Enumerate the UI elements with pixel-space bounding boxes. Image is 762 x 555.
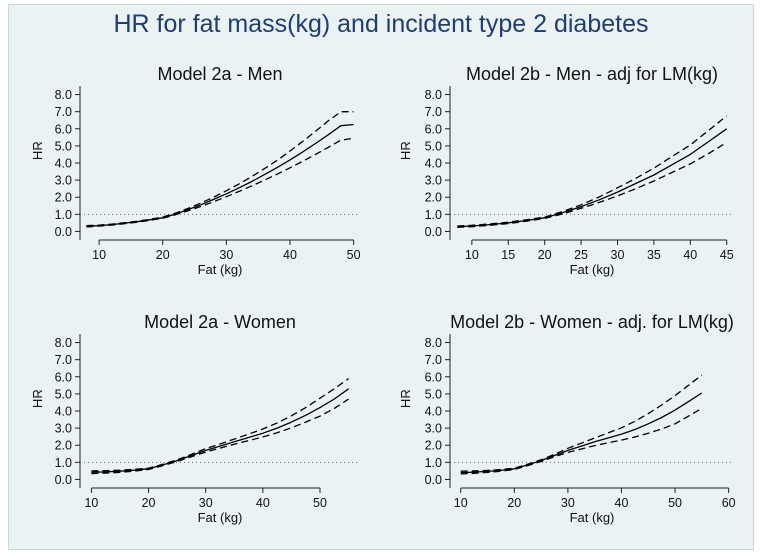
hr-line bbox=[91, 388, 349, 473]
hr-line bbox=[86, 123, 354, 227]
x-tick-label: 40 bbox=[615, 496, 629, 510]
y-axis-label: HR bbox=[30, 389, 45, 408]
x-tick-label: 50 bbox=[347, 248, 361, 262]
chart-title: Model 2a - Men bbox=[157, 64, 282, 84]
y-tick-label: 8.0 bbox=[425, 88, 442, 102]
x-tick-label: 10 bbox=[454, 496, 468, 510]
x-tick-label: 40 bbox=[283, 248, 297, 262]
x-tick-label: 20 bbox=[142, 496, 156, 510]
y-tick-label: 7.0 bbox=[425, 353, 442, 367]
ci-lower-line bbox=[91, 398, 349, 475]
y-tick-label: 4.0 bbox=[425, 157, 442, 171]
y-tick-label: 4.0 bbox=[55, 157, 72, 171]
y-tick-label: 0.0 bbox=[55, 473, 72, 487]
y-tick-label: 4.0 bbox=[55, 405, 72, 419]
ci-upper-line bbox=[86, 111, 354, 227]
x-tick-label: 40 bbox=[683, 248, 697, 262]
y-tick-label: 0.0 bbox=[55, 225, 72, 239]
chart-model-2b-men: Model 2b - Men - adj for LM(kg) 0.0 1.0 2.0… bbox=[398, 64, 734, 277]
x-tick-label: 10 bbox=[465, 248, 479, 262]
y-tick-label: 0.0 bbox=[425, 473, 442, 487]
x-tick-label: 15 bbox=[501, 248, 515, 262]
y-tick-label: 2.0 bbox=[55, 439, 72, 453]
y-axis-label: HR bbox=[398, 141, 413, 160]
chart-title: Model 2b - Women - adj. for LM(kg) bbox=[450, 312, 734, 332]
x-tick-label: 45 bbox=[720, 248, 734, 262]
ci-upper-line bbox=[460, 374, 703, 472]
y-tick-label: 8.0 bbox=[425, 336, 442, 350]
hr-line bbox=[460, 392, 703, 474]
figure-title: HR for fat mass(kg) and incident type 2 … bbox=[113, 10, 649, 38]
x-tick-label: 30 bbox=[199, 496, 213, 510]
chart-title: Model 2a - Women bbox=[144, 312, 296, 332]
hr-line bbox=[457, 128, 728, 228]
x-tick-label: 20 bbox=[538, 248, 552, 262]
x-tick-label: 30 bbox=[219, 248, 233, 262]
y-tick-label: 1.0 bbox=[425, 208, 442, 222]
x-axis-label: Fat (kg) bbox=[198, 262, 243, 277]
x-tick-label: 30 bbox=[561, 496, 575, 510]
y-tick-label: 3.0 bbox=[55, 422, 72, 436]
chart-model-2a-men: Model 2a - Men 0.0 1.0 2.0 3.0 4.0 5.0 6.0 7.0 8.… bbox=[30, 64, 361, 277]
x-axis-label: Fat (kg) bbox=[198, 510, 243, 525]
x-tick-label: 20 bbox=[156, 248, 170, 262]
x-axis-label: Fat (kg) bbox=[570, 262, 615, 277]
y-tick-label: 6.0 bbox=[425, 122, 442, 136]
x-tick-label: 50 bbox=[313, 496, 327, 510]
x-tick-label: 40 bbox=[256, 496, 270, 510]
ci-lower-line bbox=[460, 407, 703, 475]
y-tick-label: 8.0 bbox=[55, 336, 72, 350]
y-tick-label: 5.0 bbox=[55, 139, 72, 153]
y-tick-label: 6.0 bbox=[55, 370, 72, 384]
y-tick-label: 3.0 bbox=[55, 174, 72, 188]
y-tick-label: 7.0 bbox=[55, 105, 72, 119]
y-tick-label: 5.0 bbox=[425, 139, 442, 153]
chart-model-2b-women: Model 2b - Women - adj. for LM(kg) 0.0 1.0… bbox=[398, 312, 736, 525]
y-tick-label: 1.0 bbox=[55, 208, 72, 222]
y-tick-label: 3.0 bbox=[425, 174, 442, 188]
x-tick-label: 35 bbox=[647, 248, 661, 262]
y-tick-label: 0.0 bbox=[425, 225, 442, 239]
ci-lower-line bbox=[457, 141, 728, 228]
y-axis-label: HR bbox=[30, 141, 45, 160]
y-tick-label: 5.0 bbox=[55, 387, 72, 401]
x-tick-label: 50 bbox=[668, 496, 682, 510]
x-tick-label: 10 bbox=[84, 496, 98, 510]
y-tick-label: 7.0 bbox=[425, 105, 442, 119]
y-tick-label: 7.0 bbox=[55, 353, 72, 367]
x-tick-label: 10 bbox=[92, 248, 106, 262]
ci-upper-line bbox=[457, 115, 728, 227]
y-tick-label: 1.0 bbox=[55, 456, 72, 470]
ci-upper-line bbox=[91, 377, 349, 472]
chart-model-2a-women: Model 2a - Women 0.0 1.0 2.0 3.0 4.0 5.0 6.0 7.0… bbox=[30, 312, 360, 525]
x-tick-label: 20 bbox=[507, 496, 521, 510]
y-tick-label: 6.0 bbox=[55, 122, 72, 136]
y-tick-label: 8.0 bbox=[55, 88, 72, 102]
y-tick-label: 2.0 bbox=[55, 191, 72, 205]
chart-title: Model 2b - Men - adj for LM(kg) bbox=[466, 64, 718, 84]
y-tick-label: 1.0 bbox=[425, 456, 442, 470]
ci-lower-line bbox=[86, 137, 354, 228]
x-tick-label: 60 bbox=[722, 496, 736, 510]
y-tick-label: 3.0 bbox=[425, 422, 442, 436]
y-tick-label: 5.0 bbox=[425, 387, 442, 401]
x-tick-label: 25 bbox=[574, 248, 588, 262]
y-tick-label: 4.0 bbox=[425, 405, 442, 419]
x-axis-label: Fat (kg) bbox=[570, 510, 615, 525]
y-tick-label: 2.0 bbox=[425, 439, 442, 453]
x-tick-label: 30 bbox=[611, 248, 625, 262]
y-axis-label: HR bbox=[398, 389, 413, 408]
y-tick-label: 6.0 bbox=[425, 370, 442, 384]
figure-frame bbox=[8, 4, 754, 550]
y-tick-label: 2.0 bbox=[425, 191, 442, 205]
